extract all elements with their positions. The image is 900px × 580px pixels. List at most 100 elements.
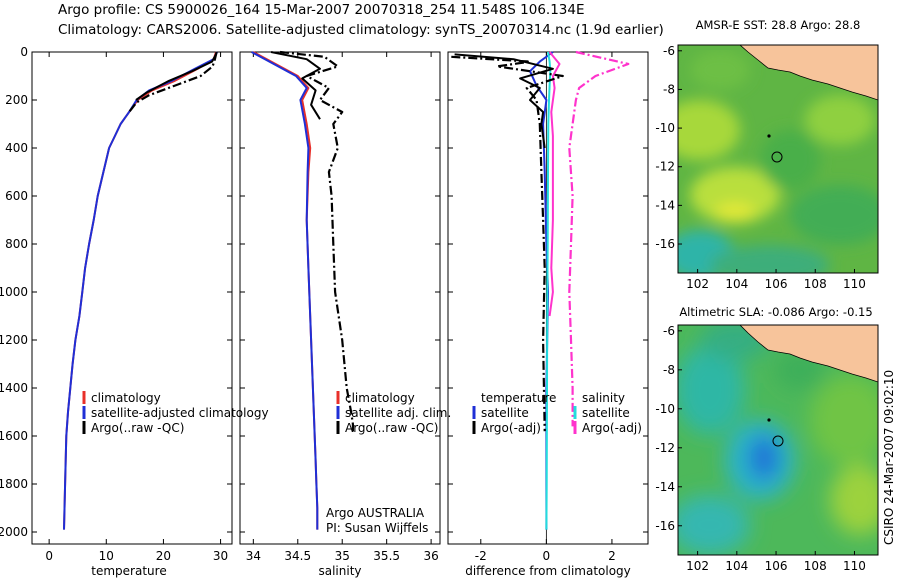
legend-sal-satellite-label: satellite: [582, 406, 630, 420]
x-tick-label: 20: [156, 549, 171, 563]
y-tick-label: 400: [5, 141, 28, 155]
java-land: [739, 45, 878, 101]
salinity-legend: climatology satellite adj. clim. Argo(..…: [336, 391, 451, 435]
legend-temperature-heading: temperature: [481, 391, 556, 405]
y-tick-label: 2000: [0, 525, 28, 539]
map-x-tick-label: 102: [686, 559, 709, 573]
y-tick-label: 200: [5, 93, 28, 107]
series-argo-raw-qc-line: [135, 53, 217, 101]
map-y-tick-label: -16: [655, 519, 675, 533]
x-tick-label: 0: [45, 549, 53, 563]
y-tick-label: 1000: [0, 285, 28, 299]
java-land: [739, 325, 878, 383]
series-argo-adj-line: [451, 55, 564, 432]
x-tick-label: 35: [335, 549, 350, 563]
map-y-tick-label: -14: [655, 198, 675, 212]
legend-argo-label: Argo(..raw -QC): [345, 421, 438, 435]
credit-timestamp: CSIRO 24-Mar-2007 09:02:10: [882, 370, 896, 545]
map-y-tick-label: -12: [655, 441, 675, 455]
map-y-tick-label: -16: [655, 237, 675, 251]
series-argo-raw-qc-line: [270, 51, 321, 120]
map-x-tick-label: 102: [686, 277, 709, 291]
y-tick-label: 1600: [0, 429, 28, 443]
legend-sal-argo-label: Argo(-adj): [582, 421, 642, 435]
legend-temp-satellite-label: satellite: [481, 406, 529, 420]
series-satellite-adjusted-climatology-line: [63, 51, 219, 530]
series-argo-adj-line: [568, 50, 630, 427]
christmas-island-marker: [767, 134, 771, 138]
map-x-tick-label: 108: [804, 277, 827, 291]
difference-x-label: difference from climatology: [465, 564, 631, 578]
x-tick-label: 10: [99, 549, 114, 563]
series-satellite-adj-clim-line: [251, 51, 319, 530]
map-y-tick-label: -10: [655, 121, 675, 135]
sla-argo-location-marker: [772, 435, 784, 447]
legend-climatology-label: climatology: [91, 391, 161, 405]
sst-map-title: AMSR-E SST: 28.8 Argo: 28.8: [696, 18, 861, 32]
map-x-tick-label: 104: [725, 559, 748, 573]
sla-field: [678, 325, 878, 555]
difference-legend: temperature satellite Argo(-adj) salinit…: [472, 391, 642, 435]
series-climatology-line: [252, 51, 319, 530]
y-tick-label: 1400: [0, 381, 28, 395]
series-climatology-line: [63, 51, 217, 530]
x-tick-label: 30: [213, 549, 228, 563]
legend-satellite-label: satellite adj. clim.: [345, 406, 451, 420]
sst-argo-location-marker: [771, 151, 783, 163]
x-tick-label: 34.5: [284, 549, 311, 563]
map-x-tick-label: 108: [804, 559, 827, 573]
x-tick-label: 0: [543, 549, 551, 563]
temperature-legend: climatology satellite-adjusted climatolo…: [82, 391, 269, 435]
salinity-plot-frame: [239, 51, 441, 545]
map-x-tick-label: 110: [843, 559, 866, 573]
salinity-panel: 34 34.5 35 35.5 36 salinity climatology sate…: [239, 50, 451, 578]
map-x-tick-label: 106: [765, 277, 788, 291]
temperature-x-label: temperature: [91, 564, 166, 578]
map-x-tick-label: 110: [843, 277, 866, 291]
sla-map-title: Altimetric SLA: -0.086 Argo: -0.15: [679, 305, 872, 319]
sst-field: [678, 45, 878, 273]
legend-salinity-heading: salinity: [582, 391, 625, 405]
map-y-tick-label: -6: [663, 44, 675, 58]
argo-australia-annotation: Argo AUSTRALIA: [326, 506, 425, 520]
sst-map-frame: [677, 44, 879, 274]
map-y-tick-label: -8: [663, 82, 675, 96]
map-y-tick-label: -8: [663, 363, 675, 377]
x-tick-label: 34: [246, 549, 261, 563]
map-x-tick-label: 104: [725, 277, 748, 291]
y-tick-label: 0: [20, 45, 28, 59]
temperature-panel: 0 10 20 30 0 200 400 600 800 1000 1200 1400 1600 1800…: [0, 45, 269, 578]
series-argo-adj-line: [454, 53, 554, 149]
sla-map-frame: [677, 324, 879, 556]
legend-satellite-label: satellite-adjusted climatology: [91, 406, 269, 420]
legend-temp-argo-label: Argo(-adj): [481, 421, 541, 435]
x-tick-label: 35.5: [373, 549, 400, 563]
x-tick-label: -2: [475, 549, 487, 563]
map-y-tick-label: -12: [655, 160, 675, 174]
x-tick-label: 36: [423, 549, 438, 563]
legend-climatology-label: climatology: [345, 391, 415, 405]
y-tick-label: 1800: [0, 477, 28, 491]
series-argo-adj-line: [548, 51, 561, 317]
y-tick-label: 800: [5, 237, 28, 251]
figure-title-line-1: Argo profile: CS 5900026_164 15-Mar-2007…: [58, 2, 585, 18]
y-tick-label: 1200: [0, 333, 28, 347]
map-x-tick-label: 106: [765, 559, 788, 573]
y-tick-label: 600: [5, 189, 28, 203]
sla-map-panel: Altimetric SLA: -0.086 Argo: -0.15 102 10…: [655, 305, 879, 573]
map-y-tick-label: -10: [655, 402, 675, 416]
series-argo-raw-qc-line: [128, 51, 218, 113]
legend-argo-label: Argo(..raw -QC): [91, 421, 184, 435]
map-y-tick-label: -14: [655, 480, 675, 494]
series-argo-raw-qc-line: [279, 50, 354, 434]
x-tick-label: 2: [608, 549, 616, 563]
sst-map-panel: AMSR-E SST: 28.8 Argo: 28.8 102 104 106 108…: [655, 18, 879, 291]
salinity-x-label: salinity: [318, 564, 361, 578]
figure-title-line-2: Climatology: CARS2006. Satellite-adjuste…: [58, 22, 664, 38]
map-y-tick-label: -6: [663, 324, 675, 338]
difference-panel: -2 0 2 difference from climatology tempera…: [447, 50, 649, 578]
pi-annotation: PI: Susan Wijffels: [326, 521, 428, 535]
temperature-plot-frame: [31, 51, 233, 545]
christmas-island-marker: [767, 418, 771, 422]
